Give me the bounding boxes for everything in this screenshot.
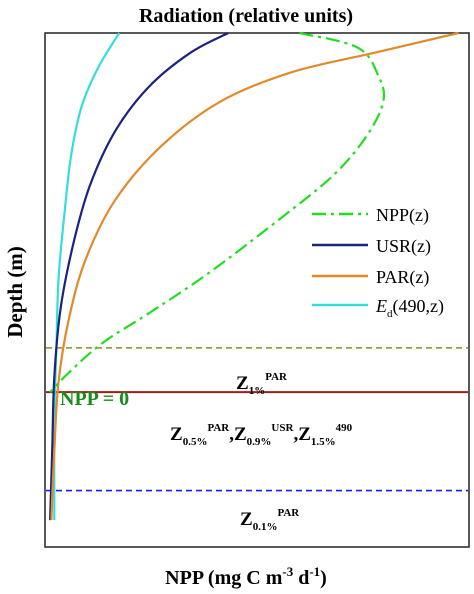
npp-zero-label: NPP = 0 bbox=[60, 388, 129, 410]
legend-ed-sub: d bbox=[387, 308, 393, 320]
chart-title: Radiation (relative units) bbox=[139, 5, 353, 27]
legend-label-usr: USR(z) bbox=[376, 236, 431, 257]
z-01pct-par-label: Z0.1% PAR bbox=[240, 507, 300, 533]
x-axis-label-end: ) bbox=[320, 567, 327, 589]
legend-label-npp: NPP(z) bbox=[376, 205, 429, 226]
z-01pct-par-sub: 0.1% bbox=[253, 521, 278, 533]
z-15pct-490-sub: 1.5% bbox=[311, 436, 336, 448]
z-09pct-usr-sub: 0.9% bbox=[247, 436, 272, 448]
ed490-curve bbox=[53, 32, 121, 521]
z-05pct-par-main: Z bbox=[170, 424, 183, 445]
z-01pct-par-sup: PAR bbox=[277, 507, 300, 519]
legend: NPP(z) USR(z) PAR(z) Ed(490,z) bbox=[312, 205, 444, 320]
legend-ed-main: E bbox=[375, 296, 387, 316]
z-09pct-usr-sup: USR bbox=[271, 422, 294, 434]
z-1pct-par-main: Z bbox=[236, 373, 249, 394]
npp-curve bbox=[49, 31, 386, 393]
z-15pct-490-main: Z bbox=[298, 424, 311, 445]
z-15pct-490-sup: 490 bbox=[336, 422, 353, 434]
par-curve bbox=[50, 31, 459, 521]
z-05pct-par-sub: 0.5% bbox=[183, 436, 208, 448]
compensation-depths-label: Z0.5%PAR,Z0.9%USR,Z1.5%490 bbox=[170, 422, 353, 448]
usr-curve bbox=[49, 32, 229, 521]
z-09pct-usr-main: Z bbox=[234, 424, 247, 445]
comp-sep-2: , bbox=[293, 424, 298, 445]
z-05pct-par-sup: PAR bbox=[207, 422, 230, 434]
x-axis-label-sup2: -1 bbox=[309, 564, 320, 579]
legend-label-par: PAR(z) bbox=[376, 267, 429, 288]
x-axis-label-sup1: -3 bbox=[282, 564, 293, 579]
z-1pct-par-label: Z1% PAR bbox=[236, 371, 288, 397]
z-01pct-par-main: Z bbox=[240, 509, 253, 530]
x-axis-label-main: NPP (mg C m bbox=[165, 567, 283, 589]
y-axis-label: Depth (m) bbox=[3, 246, 27, 338]
plot-frame bbox=[44, 32, 470, 548]
legend-ed-rest: (490,z) bbox=[393, 296, 444, 317]
legend-label-ed490: Ed(490,z) bbox=[375, 296, 444, 320]
x-axis-label: NPP (mg C m-3 d-1) bbox=[165, 564, 327, 589]
reference-lines bbox=[46, 347, 468, 492]
z-1pct-par-sup: PAR bbox=[265, 371, 288, 383]
series-lines bbox=[49, 31, 459, 521]
x-axis-label-mid: d bbox=[293, 567, 309, 589]
z-1pct-par-sub: 1% bbox=[249, 385, 266, 397]
comp-sep-1: , bbox=[229, 424, 234, 445]
